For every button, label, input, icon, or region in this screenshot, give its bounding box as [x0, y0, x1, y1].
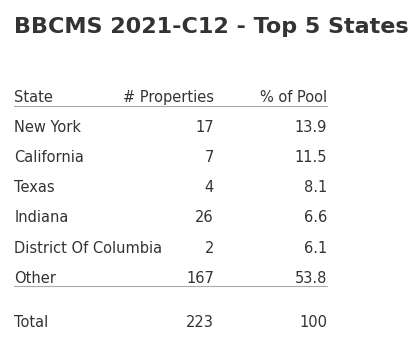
Text: 17: 17	[195, 120, 214, 135]
Text: Other: Other	[14, 271, 56, 286]
Text: California: California	[14, 150, 84, 165]
Text: BBCMS 2021-C12 - Top 5 States: BBCMS 2021-C12 - Top 5 States	[14, 17, 409, 37]
Text: 11.5: 11.5	[294, 150, 327, 165]
Text: District Of Columbia: District Of Columbia	[14, 241, 162, 256]
Text: 53.8: 53.8	[294, 271, 327, 286]
Text: 6.6: 6.6	[304, 210, 327, 225]
Text: 100: 100	[299, 315, 327, 330]
Text: 8.1: 8.1	[304, 180, 327, 195]
Text: Texas: Texas	[14, 180, 55, 195]
Text: 2: 2	[205, 241, 214, 256]
Text: 6.1: 6.1	[304, 241, 327, 256]
Text: Total: Total	[14, 315, 48, 330]
Text: % of Pool: % of Pool	[260, 90, 327, 105]
Text: 223: 223	[186, 315, 214, 330]
Text: Indiana: Indiana	[14, 210, 68, 225]
Text: New York: New York	[14, 120, 81, 135]
Text: 7: 7	[205, 150, 214, 165]
Text: 13.9: 13.9	[294, 120, 327, 135]
Text: 4: 4	[205, 180, 214, 195]
Text: 167: 167	[186, 271, 214, 286]
Text: # Properties: # Properties	[123, 90, 214, 105]
Text: State: State	[14, 90, 53, 105]
Text: 26: 26	[195, 210, 214, 225]
